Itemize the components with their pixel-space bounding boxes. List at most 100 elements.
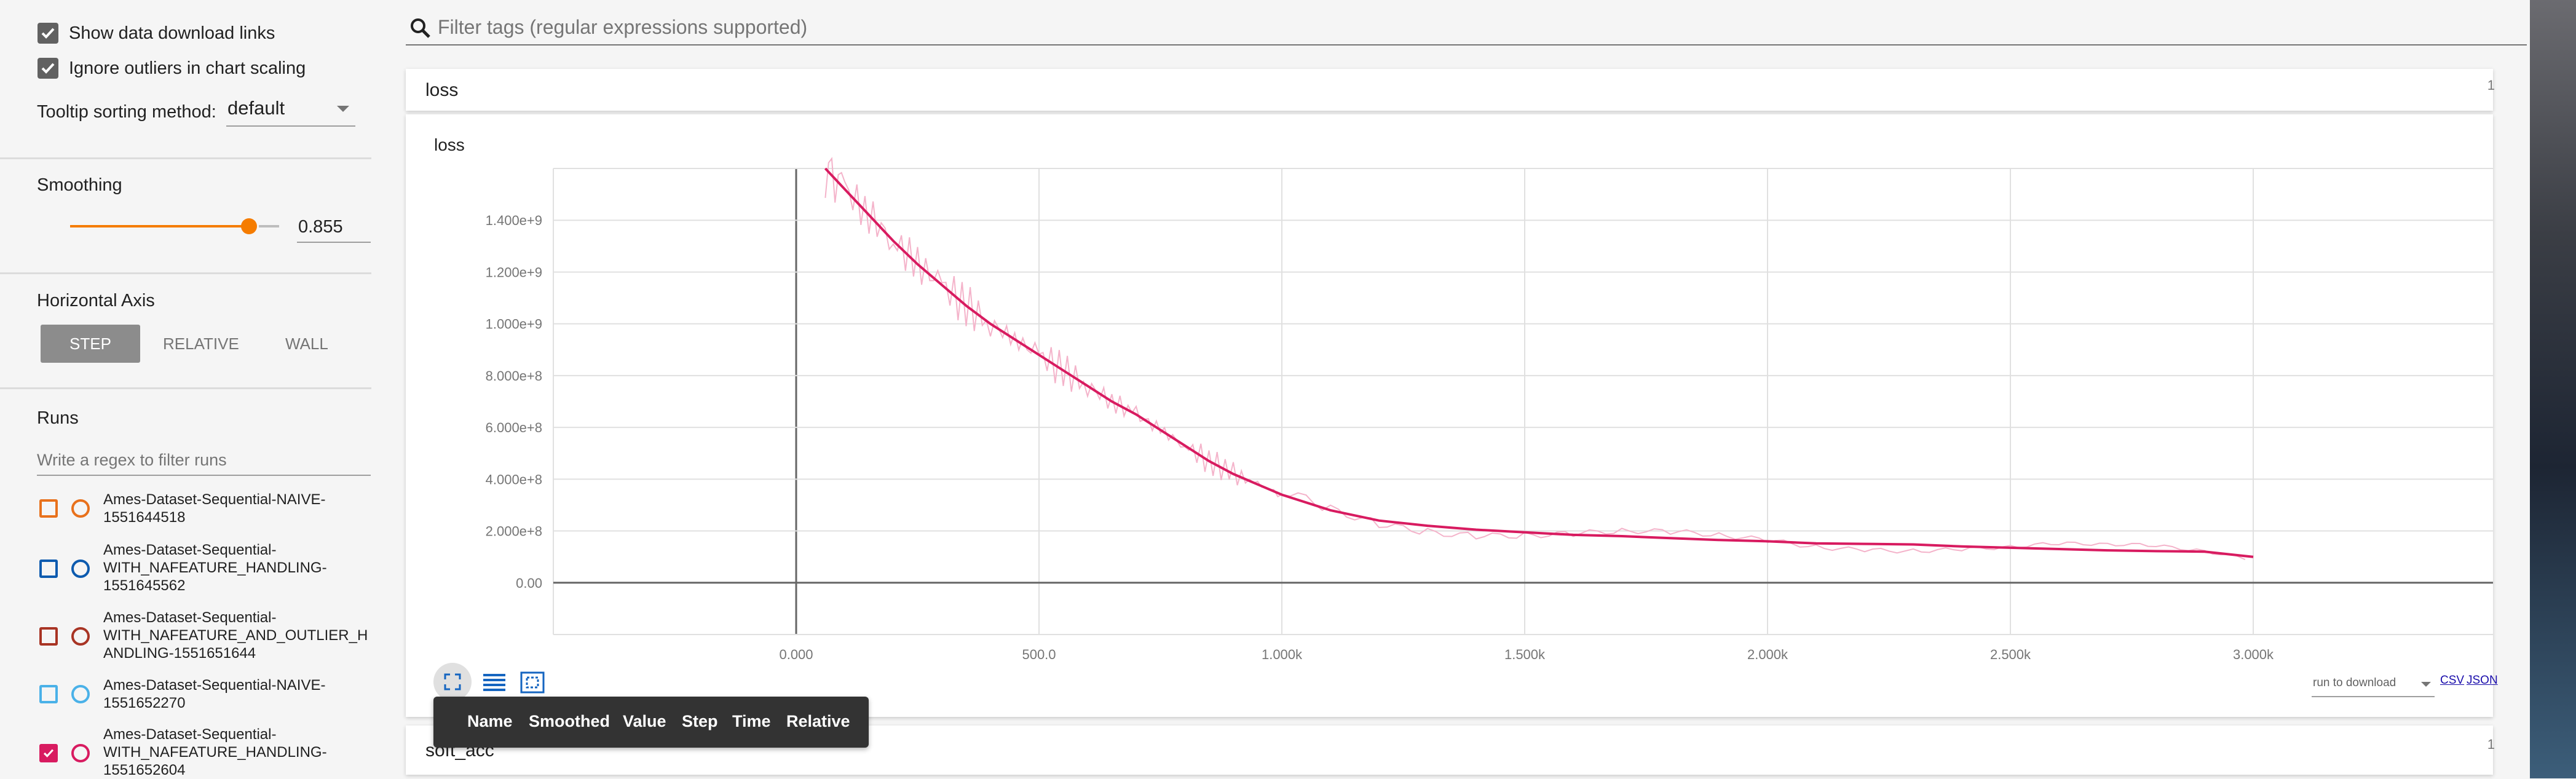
category-card-loss[interactable]: loss 1 bbox=[406, 69, 2495, 111]
search-icon bbox=[411, 18, 430, 38]
smoothing-title: Smoothing bbox=[37, 175, 122, 195]
x-tick-label: 0.000 bbox=[779, 647, 813, 662]
run-label-line: Ames-Dataset-Sequential-NAIVE- bbox=[103, 677, 326, 694]
horizontal-axis-title: Horizontal Axis bbox=[37, 291, 155, 310]
y-tick-label: 0.00 bbox=[516, 575, 542, 591]
sidebar: Show data download links Ignore outliers… bbox=[0, 0, 371, 778]
category-title: loss bbox=[425, 80, 459, 100]
tag-search-bar[interactable] bbox=[406, 11, 2527, 45]
x-tick-label: 3.000k bbox=[2233, 647, 2274, 662]
run-checkbox[interactable] bbox=[39, 685, 58, 703]
tag-search-input[interactable] bbox=[438, 15, 2467, 39]
raw-loss-line bbox=[824, 157, 2246, 561]
run-label-line: Ames-Dataset-Sequential-NAIVE- bbox=[103, 491, 326, 508]
ignore-outliers-label: Ignore outliers in chart scaling bbox=[69, 58, 306, 78]
smoothing-section bbox=[0, 157, 371, 159]
y-tick-label: 4.000e+8 bbox=[486, 472, 542, 487]
run-checkbox[interactable] bbox=[39, 560, 58, 578]
chart-panel: loss 0.00 2.000e+8 4.000e+8 6.000e+8 8.000e+… bbox=[406, 114, 2498, 717]
y-tick-label: 1.400e+9 bbox=[486, 213, 542, 228]
checkmark-icon bbox=[43, 749, 54, 757]
runs-section bbox=[0, 387, 371, 389]
run-label-line: Ames-Dataset-Sequential- bbox=[103, 609, 277, 626]
run-color-circle-icon bbox=[71, 744, 90, 762]
expand-icon bbox=[444, 673, 461, 690]
run-label-line: WITH_NAFEATURE_HANDLING- bbox=[103, 744, 327, 761]
x-tick-label: 2.000k bbox=[1747, 647, 1788, 662]
x-tick-label: 2.500k bbox=[1990, 647, 2031, 662]
checkmark-icon bbox=[41, 28, 55, 39]
smoothing-slider-fill bbox=[70, 225, 249, 227]
horizontal-axis-section bbox=[0, 272, 371, 274]
list-icon bbox=[483, 674, 505, 691]
show-download-links-label: Show data download links bbox=[69, 23, 275, 43]
category-count: 1 bbox=[2487, 737, 2495, 752]
fit-domain-button[interactable] bbox=[518, 668, 547, 697]
run-color-circle-icon bbox=[71, 685, 90, 703]
chart-tooltip: Name Smoothed Value Step Time Relative bbox=[433, 697, 869, 748]
x-tick-label: 1.500k bbox=[1504, 647, 1546, 662]
run-label-line: ANDLING-1551651644 bbox=[103, 645, 256, 662]
smoothing-slider-track bbox=[259, 225, 279, 227]
run-label-line: 1551652604 bbox=[103, 762, 186, 778]
run-label-line: 1551645562 bbox=[103, 577, 186, 594]
runs-title: Runs bbox=[37, 408, 79, 428]
y-tick-label: 8.000e+8 bbox=[486, 368, 542, 384]
chart-grid bbox=[553, 168, 2493, 635]
tooltip-column-step: Step bbox=[682, 712, 718, 730]
chart-series bbox=[824, 157, 2254, 561]
download-csv-link[interactable]: CSV bbox=[2440, 674, 2465, 687]
run-label-line: 1551652270 bbox=[103, 695, 186, 711]
smoothing-value: 0.855 bbox=[298, 217, 343, 237]
smoothing-value-input[interactable]: 0.855 bbox=[297, 212, 371, 243]
dropdown-arrow-icon bbox=[2421, 682, 2431, 687]
toggle-log-scale-button[interactable] bbox=[480, 668, 509, 697]
run-color-circle-icon bbox=[71, 560, 90, 578]
tooltip-column-name: Name bbox=[467, 712, 513, 730]
y-tick-label: 1.000e+9 bbox=[486, 317, 542, 332]
tooltip-column-relative: Relative bbox=[786, 712, 850, 730]
run-checkbox[interactable] bbox=[39, 744, 58, 762]
axis-relative-button[interactable]: RELATIVE bbox=[163, 334, 239, 353]
run-label-line: Ames-Dataset-Sequential- bbox=[103, 726, 277, 743]
y-tick-label: 2.000e+8 bbox=[486, 524, 542, 539]
run-checkbox[interactable] bbox=[39, 499, 58, 518]
smoothed-loss-line bbox=[824, 167, 2254, 558]
axis-wall-button[interactable]: WALL bbox=[285, 334, 328, 353]
show-download-links-checkbox[interactable] bbox=[38, 23, 58, 44]
desktop-background bbox=[2530, 0, 2576, 778]
loss-chart[interactable]: 0.00 2.000e+8 4.000e+8 6.000e+8 8.000e+8 1.00… bbox=[406, 114, 2493, 668]
x-tick-label: 500.0 bbox=[1022, 647, 1056, 662]
checkmark-icon bbox=[41, 63, 55, 74]
smoothing-slider[interactable] bbox=[70, 215, 279, 237]
run-download-select[interactable]: run to download bbox=[2312, 671, 2435, 697]
ignore-outliers-checkbox[interactable] bbox=[38, 58, 58, 79]
run-label-line: 1551644518 bbox=[103, 509, 186, 526]
run-label-line: Ames-Dataset-Sequential- bbox=[103, 542, 277, 558]
run-checkbox[interactable] bbox=[39, 627, 58, 646]
chart-title: loss bbox=[434, 135, 465, 154]
category-count: 1 bbox=[2487, 77, 2495, 93]
tooltip-sorting-label: Tooltip sorting method: bbox=[37, 102, 216, 122]
run-color-circle-icon bbox=[71, 499, 90, 518]
dropdown-arrow-icon bbox=[337, 106, 349, 112]
run-color-circle-icon bbox=[71, 627, 90, 646]
tooltip-column-time: Time bbox=[732, 712, 771, 730]
x-tick-label: 1.000k bbox=[1262, 647, 1303, 662]
tooltip-sorting-value: default bbox=[227, 97, 285, 119]
tooltip-sorting-select[interactable]: default bbox=[226, 93, 355, 127]
smoothing-slider-handle[interactable] bbox=[241, 218, 257, 234]
y-tick-label: 6.000e+8 bbox=[486, 420, 542, 435]
tooltip-column-smoothed: Smoothed bbox=[529, 712, 610, 730]
main-content: loss 1 loss 0.00 2.000e+8 4.000e+8 6.000e+8… bbox=[406, 0, 2530, 778]
tooltip-column-value: Value bbox=[623, 712, 666, 730]
run-label-line: WITH_NAFEATURE_HANDLING- bbox=[103, 560, 327, 576]
axis-step-button[interactable]: STEP bbox=[41, 325, 140, 363]
run-download-label: run to download bbox=[2313, 676, 2396, 689]
chart-tick-labels: 0.00 2.000e+8 4.000e+8 6.000e+8 8.000e+8 1.00… bbox=[486, 213, 2274, 662]
download-json-link[interactable]: JSON bbox=[2467, 674, 2498, 687]
run-label-line: WITH_NAFEATURE_AND_OUTLIER_H bbox=[103, 627, 368, 644]
expand-button[interactable] bbox=[433, 663, 472, 701]
fit-domain-icon bbox=[520, 671, 545, 694]
runs-filter-input[interactable] bbox=[37, 445, 371, 476]
